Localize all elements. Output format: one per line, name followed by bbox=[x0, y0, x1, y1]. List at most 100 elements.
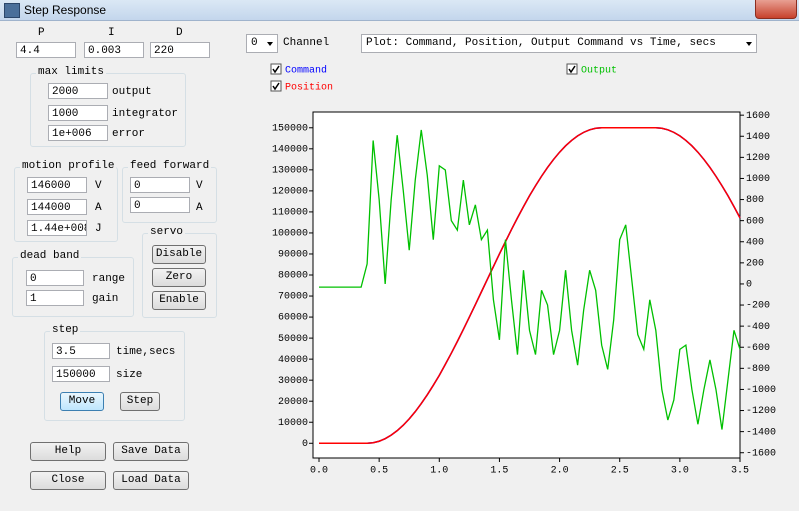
input[interactable]: 3.5 bbox=[52, 343, 110, 359]
y-tick-label: 50000 bbox=[278, 334, 308, 345]
y-tick-label: 80000 bbox=[278, 271, 308, 282]
x-tick-label: 0.0 bbox=[310, 466, 328, 477]
y2-tick-label: -1200 bbox=[746, 406, 776, 417]
checkmark bbox=[568, 65, 576, 74]
field-label: J bbox=[95, 223, 102, 235]
y-tick-label: 70000 bbox=[278, 292, 308, 303]
pid-label: I bbox=[108, 27, 115, 39]
plot-select-value: Plot: Command, Position, Output Command … bbox=[366, 37, 716, 49]
x-tick-label: 1.5 bbox=[490, 466, 508, 477]
field-label: V bbox=[196, 180, 203, 192]
input[interactable]: 0 bbox=[26, 270, 84, 286]
y-tick-label: 120000 bbox=[272, 187, 308, 198]
pid-input[interactable]: 0.003 bbox=[84, 42, 144, 58]
x-tick-label: 2.0 bbox=[551, 466, 569, 477]
y-tick-label: 10000 bbox=[278, 418, 308, 429]
y2-tick-label: -600 bbox=[746, 343, 770, 354]
y2-tick-label: 800 bbox=[746, 195, 764, 206]
dropdown-arrow bbox=[746, 42, 752, 46]
field-label: range bbox=[92, 273, 126, 285]
input[interactable]: 1 bbox=[26, 290, 84, 306]
legend-label: Output bbox=[581, 66, 617, 77]
x-tick-label: 3.5 bbox=[731, 466, 749, 477]
field-label: integrator bbox=[112, 108, 179, 120]
input[interactable]: 1e+006 bbox=[48, 125, 108, 141]
pid-input[interactable]: 220 bbox=[150, 42, 210, 58]
field-label: output bbox=[112, 86, 152, 98]
y-tick-label: 40000 bbox=[278, 355, 308, 366]
input[interactable]: 1.44e+008 bbox=[27, 220, 87, 236]
series-line bbox=[319, 127, 741, 445]
group-title: feed forward bbox=[128, 160, 212, 172]
button[interactable]: Move bbox=[60, 392, 104, 411]
input[interactable]: 2000 bbox=[48, 83, 108, 99]
y2-tick-label: 1200 bbox=[746, 153, 770, 164]
y2-tick-label: -400 bbox=[746, 322, 770, 333]
group-title: servo bbox=[148, 226, 186, 238]
button[interactable]: Step bbox=[120, 392, 160, 411]
dropdown-arrow bbox=[267, 42, 273, 46]
group-title: max limits bbox=[36, 66, 107, 78]
y2-tick-label: 200 bbox=[746, 258, 764, 269]
y2-tick-label: 1400 bbox=[746, 132, 770, 143]
plot-area bbox=[312, 111, 741, 459]
y-tick-label: 140000 bbox=[272, 144, 308, 155]
input[interactable]: 1000 bbox=[48, 105, 108, 121]
plot-select[interactable]: Plot: Command, Position, Output Command … bbox=[361, 34, 757, 53]
input[interactable]: 150000 bbox=[52, 366, 110, 382]
group-box bbox=[44, 331, 185, 421]
legend-item[interactable]: Output bbox=[566, 63, 617, 77]
field-label: V bbox=[95, 180, 102, 192]
y2-tick-label: 1000 bbox=[746, 174, 770, 185]
y-tick-label: 130000 bbox=[272, 165, 308, 176]
y2-tick-label: -1000 bbox=[746, 385, 776, 396]
legend-checkbox[interactable] bbox=[566, 63, 578, 75]
group-title: step bbox=[50, 324, 81, 336]
title-bar bbox=[0, 0, 799, 21]
pid-input[interactable]: 4.4 bbox=[16, 42, 76, 58]
group-title: dead band bbox=[18, 250, 82, 262]
button[interactable]: Load Data bbox=[113, 471, 189, 490]
button[interactable]: Close bbox=[30, 471, 106, 490]
input[interactable]: 146000 bbox=[27, 177, 87, 193]
legend-item[interactable]: Command bbox=[270, 63, 327, 77]
button[interactable]: Save Data bbox=[113, 442, 189, 461]
pid-label: D bbox=[176, 27, 183, 39]
field-label: time,secs bbox=[116, 346, 176, 358]
y2-tick-label: -1600 bbox=[746, 448, 776, 459]
button[interactable]: Enable bbox=[152, 291, 206, 310]
y-tick-label: 20000 bbox=[278, 397, 308, 408]
channel-label: Channel bbox=[283, 37, 330, 49]
x-tick-label: 2.5 bbox=[611, 466, 629, 477]
button[interactable]: Disable bbox=[152, 245, 206, 264]
legend-checkbox[interactable] bbox=[270, 63, 282, 75]
y2-tick-label: 400 bbox=[746, 237, 764, 248]
legend-checkbox[interactable] bbox=[270, 80, 282, 92]
legend-label: Position bbox=[285, 82, 333, 94]
channel-select[interactable]: 0 bbox=[246, 34, 278, 53]
y-tick-label: 90000 bbox=[278, 250, 308, 261]
x-tick-label: 0.5 bbox=[370, 466, 388, 477]
group-box bbox=[30, 73, 186, 147]
y-tick-label: 0 bbox=[302, 439, 308, 450]
input[interactable]: 0 bbox=[130, 197, 190, 213]
y-tick-label: 110000 bbox=[272, 208, 308, 219]
y-tick-label: 30000 bbox=[278, 376, 308, 387]
field-label: gain bbox=[92, 293, 119, 305]
field-label: size bbox=[116, 369, 143, 381]
field-label: A bbox=[95, 202, 102, 214]
button[interactable]: Help bbox=[30, 442, 106, 461]
button[interactable]: Zero bbox=[152, 268, 206, 287]
legend-item[interactable]: Position bbox=[270, 80, 333, 94]
checkmark bbox=[272, 65, 280, 74]
input[interactable]: 144000 bbox=[27, 199, 87, 215]
y-tick-label: 100000 bbox=[272, 229, 308, 240]
input[interactable]: 0 bbox=[130, 177, 190, 193]
y2-tick-label: 0 bbox=[746, 280, 752, 291]
y2-tick-label: 1600 bbox=[746, 111, 770, 122]
close-window[interactable] bbox=[755, 0, 797, 19]
y2-tick-label: -800 bbox=[746, 364, 770, 375]
checkmark bbox=[272, 82, 280, 91]
field-label: A bbox=[196, 202, 203, 214]
